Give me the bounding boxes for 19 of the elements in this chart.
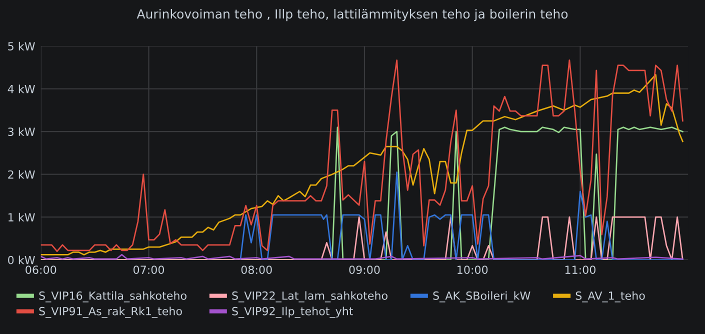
y-tick-label: 2 kW bbox=[8, 170, 35, 179]
y-tick-label: 3 kW bbox=[8, 127, 35, 136]
chart-title: Aurinkovoiman teho , Illp teho, lattilämmityksen teho ja boilerin teho bbox=[136, 8, 568, 22]
x-tick-label: 09:00 bbox=[349, 266, 380, 274]
y-tick-label: 0 kW bbox=[8, 256, 35, 264]
x-tick-label: 11:00 bbox=[565, 266, 596, 274]
legend-label: S_AV_1_teho bbox=[576, 291, 645, 302]
legend-label: S_VIP91_As_rak_Rk1_teho bbox=[39, 306, 182, 318]
x-tick-label: 07:00 bbox=[133, 266, 164, 274]
y-tick-label: 4 kW bbox=[8, 84, 35, 94]
y-tick-label: 1 kW bbox=[8, 212, 35, 222]
x-tick-label: 06:00 bbox=[26, 266, 56, 274]
legend-label: S_AK_SBoileri_kW bbox=[433, 291, 530, 302]
x-tick-label: 10:00 bbox=[458, 266, 488, 274]
legend-label: S_VIP22_Lat_lam_sahkoteho bbox=[232, 291, 388, 302]
legend-label: S_VIP16_Kattila_sahkoteho bbox=[39, 291, 186, 302]
x-tick-label: 08:00 bbox=[241, 266, 272, 274]
y-tick-label: 5 kW bbox=[8, 42, 35, 50]
legend-label: S_VIP92_Ilp_tehot_yht bbox=[232, 306, 354, 318]
